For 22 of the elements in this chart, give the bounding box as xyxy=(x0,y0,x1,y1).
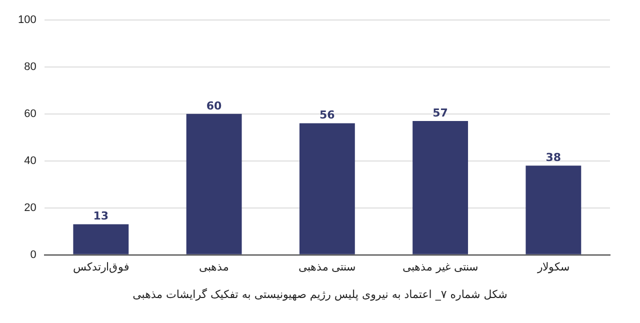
bar xyxy=(186,114,242,254)
bar xyxy=(73,224,129,254)
bar xyxy=(299,123,355,254)
x-tick-label: سکولار xyxy=(536,261,570,274)
x-tick-label: سنتی مذهبی xyxy=(298,261,356,274)
data-label: 60 xyxy=(206,99,222,112)
bar xyxy=(412,120,468,254)
y-tick-label: 40 xyxy=(24,154,36,167)
bar xyxy=(526,166,582,254)
y-tick-label: 60 xyxy=(24,108,36,120)
y-tick-label: 80 xyxy=(24,60,36,73)
data-label: 56 xyxy=(320,108,336,122)
data-label: 13 xyxy=(93,210,109,223)
data-label: 57 xyxy=(432,106,448,120)
y-tick-label: 100 xyxy=(18,14,36,26)
data-label: 38 xyxy=(546,150,562,164)
x-tick-label: سنتی غیر مذهبی xyxy=(402,261,478,274)
y-tick-label: 0 xyxy=(30,248,36,261)
y-tick-label: 20 xyxy=(24,202,36,214)
x-tick-label: مذهبی xyxy=(199,261,230,274)
x-tick-label: فوق‌ارتدکس xyxy=(72,261,129,274)
text: شکل شماره ۷_ اعتماد به نیروی پلیس رژیم صهیونیستی به تفکیک گرایشات مذهبی xyxy=(132,288,508,301)
